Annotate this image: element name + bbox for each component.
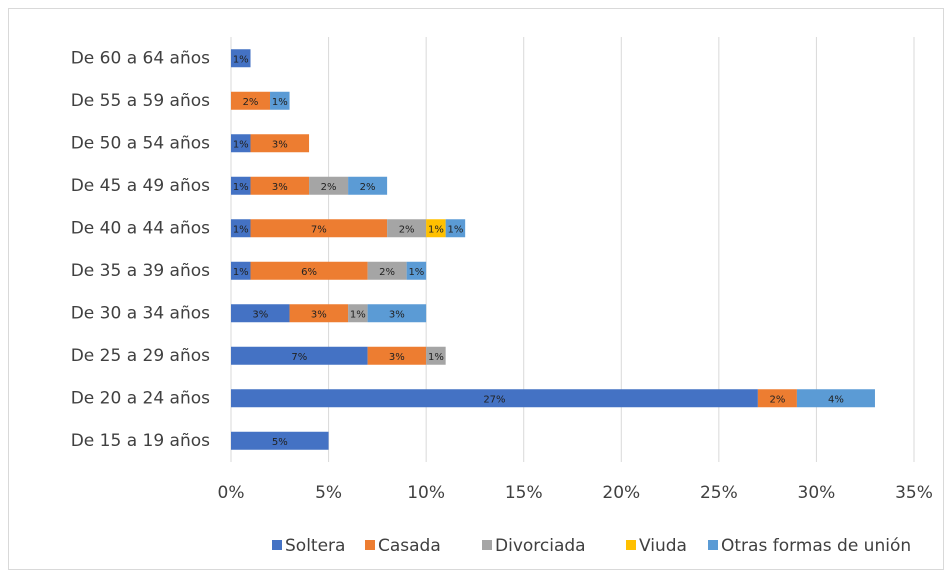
x-tick-label: 30% bbox=[798, 483, 836, 503]
bar-segment bbox=[796, 389, 875, 408]
bar-segment bbox=[231, 389, 758, 408]
legend-label: Soltera bbox=[285, 536, 345, 556]
bar-segment bbox=[348, 176, 388, 195]
legend-label: Divorciada bbox=[495, 536, 586, 556]
data-label: 3% bbox=[311, 309, 327, 320]
y-tick-label: De 45 a 49 años bbox=[71, 176, 210, 196]
bar-segment bbox=[250, 176, 310, 195]
bar-segment bbox=[231, 134, 251, 153]
x-tick-label: 15% bbox=[505, 483, 543, 503]
x-tick-label: 20% bbox=[602, 483, 640, 503]
bar-segment bbox=[309, 176, 349, 195]
bar-segment bbox=[387, 219, 427, 238]
data-label: 1% bbox=[233, 182, 249, 193]
bar-segment bbox=[231, 261, 251, 280]
y-tick-label: De 60 a 64 años bbox=[71, 48, 210, 68]
data-label: 3% bbox=[389, 352, 405, 363]
bar-segment bbox=[426, 346, 446, 365]
data-label: 1% bbox=[233, 224, 249, 235]
legend-swatch bbox=[365, 540, 375, 550]
y-tick-label: De 40 a 44 años bbox=[71, 218, 210, 238]
x-tick-label: 10% bbox=[407, 483, 445, 503]
bar-segment bbox=[348, 304, 368, 323]
data-label: 1% bbox=[447, 224, 463, 235]
data-label: 3% bbox=[252, 309, 268, 320]
legend-label: Casada bbox=[378, 536, 441, 556]
bar-segment bbox=[289, 304, 349, 323]
legend-label: Otras formas de unión bbox=[721, 536, 911, 556]
bar-segment bbox=[250, 261, 368, 280]
y-tick-label: De 20 a 24 años bbox=[71, 388, 210, 408]
y-tick-label: De 50 a 54 años bbox=[71, 133, 210, 153]
data-label: 2% bbox=[769, 394, 785, 405]
bar-segment bbox=[231, 91, 271, 110]
legend-swatch bbox=[626, 540, 636, 550]
bar-segment bbox=[406, 261, 427, 280]
data-label: 27% bbox=[483, 394, 505, 405]
data-label: 3% bbox=[272, 139, 288, 150]
data-label: 1% bbox=[350, 309, 366, 320]
data-label: 2% bbox=[399, 224, 415, 235]
bar-segment bbox=[231, 219, 251, 238]
data-label: 7% bbox=[311, 224, 327, 235]
data-label: 1% bbox=[233, 54, 249, 65]
x-tick-label: 0% bbox=[218, 483, 245, 503]
data-label: 1% bbox=[233, 139, 249, 150]
x-tick-label: 35% bbox=[895, 483, 933, 503]
bar-segment bbox=[231, 304, 290, 323]
data-label: 1% bbox=[408, 267, 424, 278]
y-tick-label: De 35 a 39 años bbox=[71, 261, 210, 281]
bar-segment bbox=[231, 346, 368, 365]
data-label: 3% bbox=[272, 182, 288, 193]
data-label: 2% bbox=[321, 182, 337, 193]
y-tick-label: De 25 a 29 años bbox=[71, 346, 210, 366]
bar-segment bbox=[270, 91, 290, 110]
legend-swatch bbox=[272, 540, 282, 550]
bar-segment bbox=[445, 219, 466, 238]
data-label: 7% bbox=[291, 352, 307, 363]
x-tick-label: 25% bbox=[700, 483, 738, 503]
data-label: 2% bbox=[360, 182, 376, 193]
data-label: 3% bbox=[389, 309, 405, 320]
data-label: 1% bbox=[272, 97, 288, 108]
data-label: 1% bbox=[428, 352, 444, 363]
data-label: 6% bbox=[301, 267, 317, 278]
bar-segment bbox=[231, 176, 251, 195]
bar-segment bbox=[367, 261, 407, 280]
x-tick-label: 5% bbox=[315, 483, 342, 503]
y-tick-label: De 15 a 19 años bbox=[71, 431, 210, 451]
bar-segment bbox=[367, 346, 427, 365]
data-label: 1% bbox=[233, 267, 249, 278]
bar-segment bbox=[250, 134, 310, 153]
legend-label: Viuda bbox=[639, 536, 687, 556]
data-label: 1% bbox=[428, 224, 444, 235]
data-label: 2% bbox=[379, 267, 395, 278]
y-tick-label: De 55 a 59 años bbox=[71, 91, 210, 111]
legend-swatch bbox=[708, 540, 718, 550]
bar-segment bbox=[250, 219, 388, 238]
data-label: 2% bbox=[243, 97, 259, 108]
bar-segment bbox=[231, 49, 251, 68]
bar-segment bbox=[426, 219, 446, 238]
data-label: 5% bbox=[272, 437, 288, 448]
chart-border bbox=[8, 8, 944, 570]
legend-swatch bbox=[482, 540, 492, 550]
bar-segment bbox=[367, 304, 427, 323]
bar-segment bbox=[757, 389, 797, 408]
data-label: 4% bbox=[828, 394, 844, 405]
y-tick-label: De 30 a 34 años bbox=[71, 303, 210, 323]
bar-segment bbox=[231, 431, 329, 450]
